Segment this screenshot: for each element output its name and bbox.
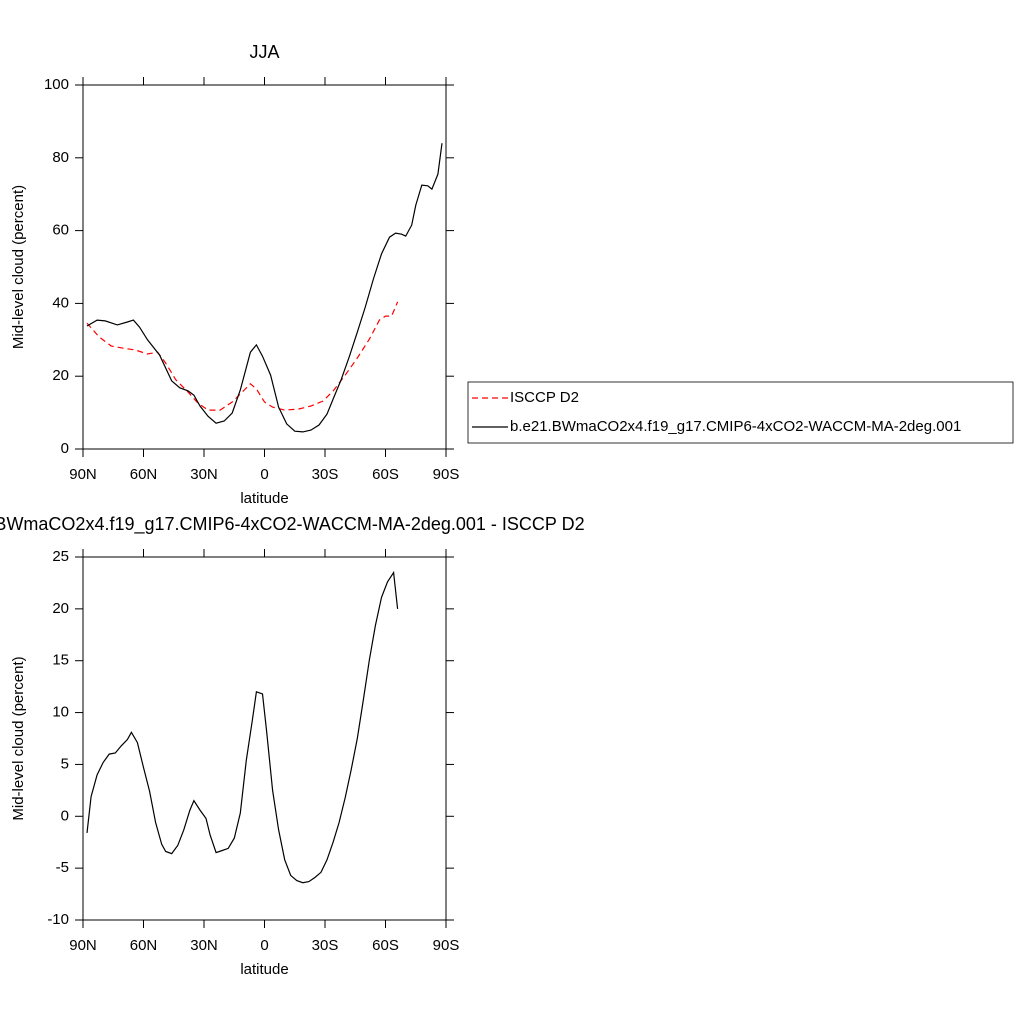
x-tick-label: 0	[260, 466, 268, 483]
y-tick-label: 40	[52, 294, 69, 311]
y-tick-label: 20	[52, 367, 69, 384]
y-axis-label: Mid-level cloud (percent)	[10, 656, 27, 820]
x-tick-label: 90S	[433, 466, 460, 483]
data-line	[86, 570, 399, 884]
x-axis-label: latitude	[240, 490, 288, 507]
chart-title: JJA	[249, 42, 279, 62]
data-line	[86, 143, 443, 433]
y-axis-label: Mid-level cloud (percent)	[10, 185, 27, 349]
x-tick-label: 60S	[372, 937, 399, 954]
y-tick-label: -10	[47, 911, 69, 928]
y-tick-label: 60	[52, 222, 69, 239]
x-tick-label: 90S	[433, 937, 460, 954]
y-tick-label: 5	[61, 755, 69, 772]
x-tick-label: 60N	[130, 466, 158, 483]
y-tick-label: 0	[61, 807, 69, 824]
chart-title: b.e21.BWmaCO2x4.f19_g17.CMIP6-4xCO2-WACC…	[0, 514, 585, 535]
legend-label: ISCCP D2	[510, 389, 579, 406]
plot-frame	[82, 556, 447, 921]
y-tick-label: 10	[52, 704, 69, 721]
x-tick-label: 0	[260, 937, 268, 954]
x-tick-label: 30S	[312, 466, 339, 483]
y-tick-label: -5	[56, 859, 69, 876]
x-axis-label: latitude	[240, 961, 288, 978]
x-tick-label: 60N	[130, 937, 158, 954]
x-tick-label: 30S	[312, 937, 339, 954]
data-line	[86, 301, 399, 411]
y-tick-label: 25	[52, 548, 69, 565]
y-tick-label: 80	[52, 149, 69, 166]
plot-frame	[82, 84, 447, 450]
y-tick-label: 15	[52, 652, 69, 669]
x-tick-label: 30N	[190, 466, 218, 483]
x-tick-label: 60S	[372, 466, 399, 483]
y-tick-label: 0	[61, 440, 69, 457]
legend-label: b.e21.BWmaCO2x4.f19_g17.CMIP6-4xCO2-WACC…	[510, 418, 961, 435]
x-tick-label: 30N	[190, 937, 218, 954]
x-tick-label: 90N	[69, 937, 97, 954]
y-tick-label: 20	[52, 600, 69, 617]
y-tick-label: 100	[44, 76, 69, 93]
x-tick-label: 90N	[69, 466, 97, 483]
legend-box	[467, 381, 1014, 444]
